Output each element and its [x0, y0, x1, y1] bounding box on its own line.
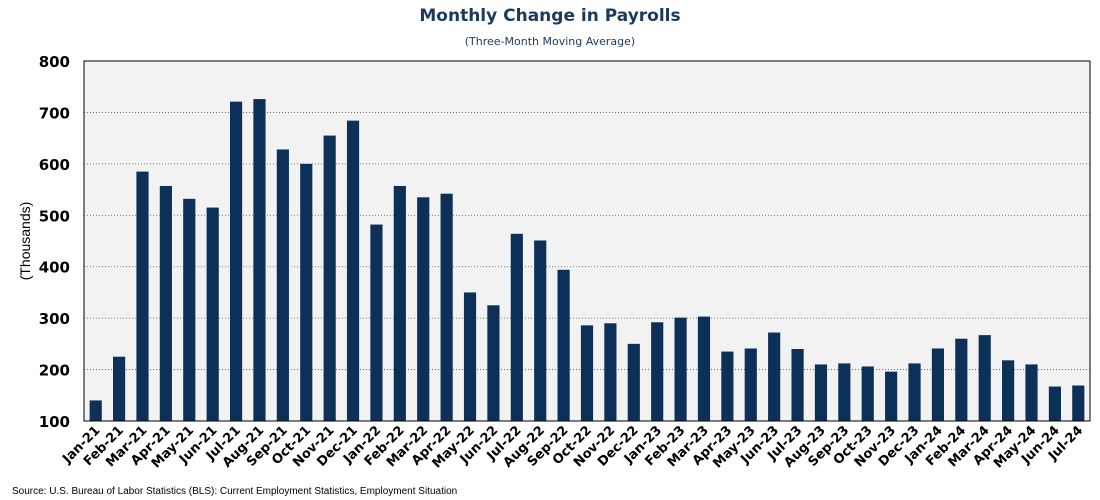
bar-aug-23	[814, 364, 828, 421]
bar-sep-22	[557, 269, 570, 421]
bar-oct-21	[300, 163, 313, 421]
y-axis-label: (Thousands)	[17, 202, 33, 281]
bar-jul-24	[1072, 385, 1085, 421]
bar-may-24	[1025, 364, 1038, 421]
bar-jul-22	[510, 233, 523, 421]
bar-feb-24	[955, 338, 968, 421]
bar-jun-23	[768, 332, 781, 421]
bars	[89, 99, 1085, 422]
bar-mar-22	[417, 197, 430, 421]
bar-may-21	[183, 198, 196, 421]
y-tick-label: 200	[39, 362, 70, 380]
bar-sep-23	[838, 363, 851, 421]
bar-jan-24	[931, 348, 945, 421]
bar-mar-23	[697, 316, 711, 421]
bar-jan-21	[89, 400, 102, 421]
bar-apr-24	[1002, 360, 1015, 421]
y-tick-label: 800	[39, 53, 70, 71]
y-tick-label: 300	[39, 310, 70, 328]
bar-jul-21	[229, 101, 243, 421]
bar-sep-21	[276, 149, 289, 421]
chart-subtitle: (Three-Month Moving Average)	[464, 35, 636, 48]
bar-nov-23	[885, 371, 898, 421]
bar-nov-22	[604, 323, 617, 421]
bar-oct-22	[580, 325, 594, 421]
bar-jun-21	[206, 207, 219, 421]
y-axis-ticks: 100 200 300 400 500 600 700 800	[39, 53, 70, 431]
bar-jan-22	[370, 224, 383, 421]
chart-title: Monthly Change in Payrolls	[419, 6, 681, 26]
bar-jan-23	[651, 322, 664, 421]
bar-jun-24	[1048, 386, 1061, 421]
bar-dec-23	[908, 363, 921, 421]
bar-apr-23	[721, 351, 734, 421]
plot-border	[83, 60, 1091, 422]
bar-dec-21	[346, 120, 360, 422]
y-tick-label: 500	[39, 207, 70, 225]
y-tick-label: 600	[39, 156, 70, 174]
bar-feb-22	[393, 185, 406, 421]
bar-mar-24	[978, 335, 991, 421]
y-tick-label: 400	[39, 259, 70, 277]
y-tick-label: 700	[39, 104, 70, 122]
source-note: Source: U.S. Bureau of Labor Statistics …	[12, 486, 458, 497]
bar-mar-21	[136, 171, 149, 421]
y-tick-label: 100	[39, 413, 70, 431]
bar-feb-21	[113, 356, 126, 421]
bar-nov-21	[323, 135, 336, 422]
bar-apr-22	[440, 193, 453, 421]
x-axis-ticks: Jan-21Feb-21Mar-21Apr-21May-21Jun-21Jul-…	[59, 423, 1086, 471]
bar-oct-23	[861, 366, 874, 421]
bar-may-22	[463, 292, 477, 421]
bar-jun-22	[487, 305, 500, 421]
bar-aug-21	[253, 99, 266, 422]
bar-aug-22	[534, 240, 547, 421]
bar-apr-21	[159, 185, 172, 421]
bar-may-23	[744, 348, 757, 421]
bar-feb-23	[674, 317, 687, 421]
bar-jul-23	[791, 349, 804, 421]
bar-dec-22	[627, 343, 640, 421]
